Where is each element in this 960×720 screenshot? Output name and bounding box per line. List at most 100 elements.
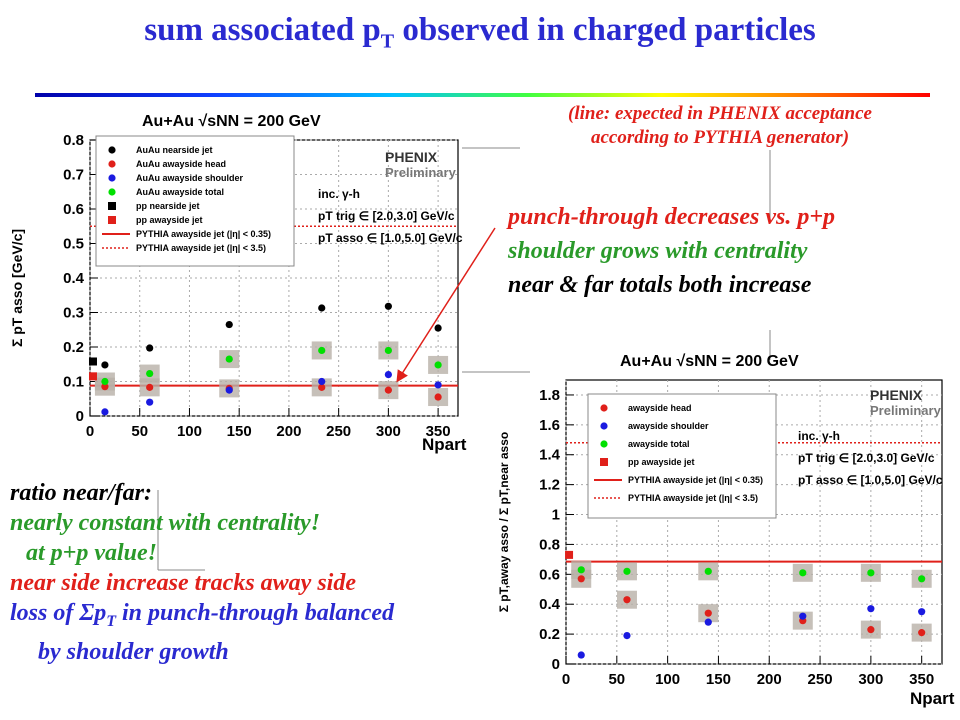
- legend-marker: [108, 174, 116, 182]
- legend-marker: [108, 188, 116, 196]
- y-tick-label: 0.6: [63, 201, 84, 218]
- legend-label: AuAu awayside head: [136, 159, 226, 169]
- x-tick-label: 250: [808, 671, 833, 688]
- data-point: [146, 344, 154, 352]
- y-tick-label: 1.2: [539, 477, 560, 494]
- data-point: [434, 393, 442, 401]
- chart-ratio: 0 50 100 150 200 250 300 350 0 0.2 0.4 0.6 0.8 1 1.2 1.…: [497, 353, 955, 708]
- legend-label: awayside head: [628, 403, 692, 413]
- chart-annotation: inc. γ-h: [318, 187, 360, 201]
- legend-label: AuAu awayside shoulder: [136, 173, 244, 183]
- y-tick-label: 0.8: [539, 536, 560, 553]
- x-tick-label: 200: [276, 423, 301, 440]
- data-point: [384, 386, 392, 394]
- data-point: [565, 550, 574, 559]
- y-tick-label: 1.6: [539, 417, 560, 434]
- x-tick-label: 150: [227, 423, 252, 440]
- data-point: [799, 569, 807, 577]
- phenix-logo: PHENIX: [870, 387, 923, 403]
- data-point: [88, 357, 97, 366]
- data-point: [623, 567, 631, 575]
- legend-marker: [108, 146, 116, 154]
- data-point: [918, 629, 926, 637]
- data-point: [704, 567, 712, 575]
- data-point: [318, 383, 326, 391]
- chart-annotation: pT trig ∈ [2.0,3.0] GeV/c: [318, 209, 455, 223]
- bullet-shoulder-growth: by shoulder growth: [38, 638, 229, 665]
- y-tick-label: 0: [552, 656, 560, 673]
- y-tick-label: 1.8: [539, 387, 560, 404]
- x-tick-label: 0: [86, 423, 94, 440]
- legend-label: pp awayside jet: [628, 457, 695, 467]
- bullet-near-side: near side increase tracks away side: [10, 570, 356, 596]
- x-tick-label: 100: [655, 671, 680, 688]
- y-tick-label: 0.4: [63, 270, 85, 287]
- data-point: [88, 372, 97, 381]
- bullets-top: punch-through decreases vs. p+p shoulder…: [508, 200, 835, 302]
- y-tick-label: 0.2: [539, 626, 560, 643]
- x-tick-label: 300: [376, 423, 401, 440]
- phenix-logo: PHENIX: [385, 149, 438, 165]
- y-tick-label: 0: [76, 408, 84, 425]
- y-tick-label: 0.8: [63, 132, 84, 149]
- chart-header: Au+Au √sNN = 200 GeV: [620, 353, 799, 370]
- legend-box: [95, 135, 295, 267]
- x-axis-label: Npart: [422, 435, 467, 454]
- x-tick-label: 250: [326, 423, 351, 440]
- x-tick-label: 350: [909, 671, 934, 688]
- title-rule: [35, 93, 930, 97]
- bullet-shoulder: shoulder grows with centrality: [508, 238, 808, 264]
- data-point: [799, 612, 807, 620]
- y-tick-label: 0.4: [539, 596, 561, 613]
- chart-annotation: pT asso ∈ [1.0,5.0] GeV/c: [798, 473, 943, 487]
- data-point: [867, 569, 875, 577]
- y-axis-label: Σ pT,away asso / Σ pT,near asso: [497, 432, 511, 612]
- legend-label: AuAu awayside total: [136, 187, 224, 197]
- data-point: [225, 355, 233, 363]
- x-tick-label: 300: [858, 671, 883, 688]
- legend-label: awayside total: [628, 439, 690, 449]
- chart-annotation: inc. γ-h: [798, 429, 840, 443]
- data-point: [918, 575, 926, 583]
- data-point: [225, 386, 233, 394]
- x-tick-label: 0: [562, 671, 570, 688]
- bullet-loss: loss of ΣpT in punch-through balanced: [10, 600, 395, 630]
- data-point: [704, 609, 712, 617]
- bullet-totals: near & far totals both increase: [508, 272, 812, 298]
- pythia-note: (line: expected in PHENIX acceptance acc…: [568, 103, 872, 148]
- chart-annotation: pT asso ∈ [1.0,5.0] GeV/c: [318, 231, 463, 245]
- x-tick-label: 100: [177, 423, 202, 440]
- y-tick-label: 0.7: [63, 167, 84, 184]
- data-point: [318, 346, 326, 355]
- chart-sum-pt: 0 50 100 150 200 250 300 350 0 0.1 0.2 0.3 0.4 0.5 0.6…: [9, 113, 467, 454]
- y-tick-label: 0.1: [63, 374, 84, 391]
- data-point: [101, 408, 109, 416]
- y-tick-label: 0.5: [63, 236, 84, 253]
- data-point: [434, 361, 442, 369]
- chart-header: Au+Au √sNN = 200 GeV: [142, 113, 321, 130]
- data-point: [577, 566, 585, 574]
- bullet-pp-value: at p+p value!: [26, 540, 158, 566]
- bullet-punch-through: punch-through decreases vs. p+p: [508, 204, 836, 230]
- legend-label: PYTHIA awayside jet (|η| < 0.35): [136, 229, 271, 239]
- legend-label: PYTHIA awayside jet (|η| < 0.35): [628, 475, 763, 485]
- x-tick-label: 150: [706, 671, 731, 688]
- x-tick-label: 50: [608, 671, 625, 688]
- legend-label: PYTHIA awayside jet (|η| < 3.5): [136, 243, 266, 253]
- data-point: [384, 302, 392, 310]
- legend-label: PYTHIA awayside jet (|η| < 3.5): [628, 493, 758, 503]
- bullet-constant: nearly constant with centrality!: [10, 510, 321, 536]
- data-point: [577, 651, 585, 659]
- x-tick-label: 50: [131, 423, 148, 440]
- y-tick-label: 0.3: [63, 305, 84, 322]
- bullet-ratio: ratio near/far:: [10, 480, 153, 506]
- y-tick-label: 0.6: [539, 566, 560, 583]
- data-point: [225, 320, 233, 329]
- legend-label: awayside shoulder: [628, 421, 709, 431]
- legend-marker: [600, 440, 608, 448]
- y-axis-label: Σ pT asso [GeV/c]: [9, 229, 25, 347]
- data-point: [318, 377, 326, 386]
- legend-marker: [108, 160, 116, 168]
- y-tick-label: 1: [552, 507, 560, 524]
- data-point: [867, 605, 875, 613]
